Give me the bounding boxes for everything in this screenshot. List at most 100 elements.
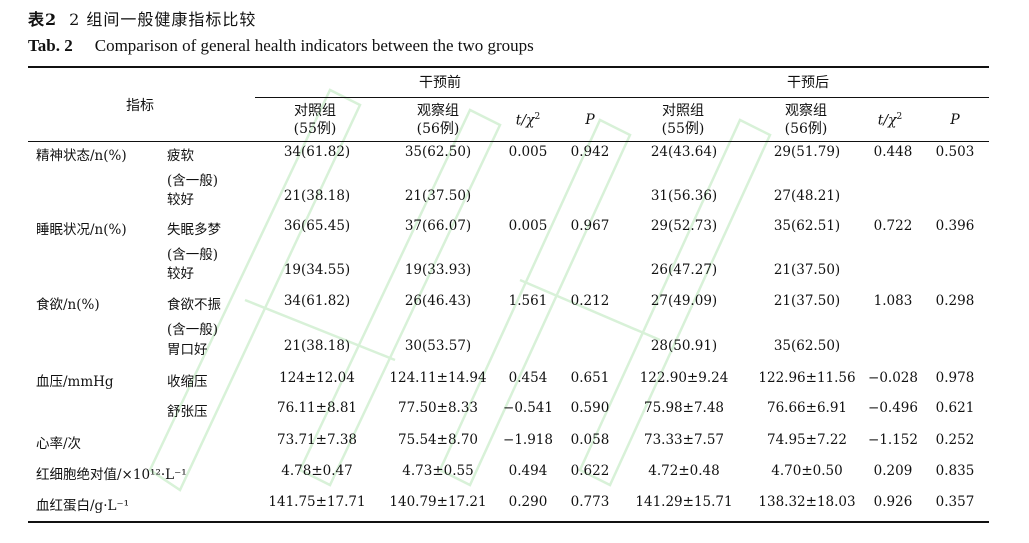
- table-cell-c1: 73.71±7.38: [276, 432, 358, 448]
- table-cell-t2: 1.083: [873, 293, 913, 309]
- table-cell-t2: 0.448: [873, 144, 913, 160]
- header-pre-t-sup: 2: [534, 112, 541, 122]
- table-cell-c2: 24(43.64): [650, 144, 718, 160]
- table-cell-c2: 28(50.91): [650, 338, 718, 354]
- table-cell-o1: 30(53.57): [404, 338, 472, 354]
- table-cell-c2: 75.98±7.48: [643, 400, 725, 416]
- table-cell-t1: −1.918: [503, 432, 553, 448]
- table-cell-ind: 红细胞绝对值/×10¹²·L⁻¹: [36, 467, 187, 483]
- table-cell-o2: 21(37.50): [773, 293, 841, 309]
- table-cell-o1: 77.50±8.33: [397, 400, 479, 416]
- header-pre-t-text: t/χ: [515, 112, 535, 129]
- table-cell-sub: (含一般): [167, 322, 219, 338]
- table-cell-sub: 较好: [167, 266, 194, 282]
- table-cell-t1: 1.561: [508, 293, 548, 309]
- table-cell-sub: 较好: [167, 192, 194, 208]
- top-rule: [28, 66, 989, 68]
- table-cell-c2: 27(49.09): [650, 293, 718, 309]
- table-cell-o1: 19(33.93): [404, 262, 472, 278]
- header-post-p-text: P: [950, 112, 960, 128]
- table-cell-sub: 收缩压: [167, 374, 208, 390]
- table-cell-c2: 4.72±0.48: [648, 463, 720, 479]
- table-cell-o2: 74.95±7.22: [766, 432, 848, 448]
- table-cell-t1: −0.541: [503, 400, 553, 416]
- table-cell-c1: 34(61.82): [283, 144, 351, 160]
- header-post-p: P: [930, 112, 980, 128]
- table-cell-p2: 0.298: [935, 293, 975, 309]
- table-cell-c2: 122.90±9.24: [639, 370, 729, 386]
- table-cell-t2: −0.028: [868, 370, 918, 386]
- table-cell-p2: 0.252: [935, 432, 975, 448]
- header-post: 干预后: [787, 75, 829, 91]
- table-cell-sub: 失眠多梦: [167, 222, 221, 238]
- caption-cn-text: 2 组间一般健康指标比较: [69, 10, 257, 29]
- header-post-control-n: (55例): [661, 121, 705, 137]
- table-cell-o2: 122.96±11.56: [758, 370, 856, 386]
- table-cell-t1: 0.005: [508, 218, 548, 234]
- table-cell-c1: 21(38.18): [283, 338, 351, 354]
- table-cell-c1: 21(38.18): [283, 188, 351, 204]
- table-cell-o1: 26(46.43): [404, 293, 472, 309]
- table-cell-c1: 76.11±8.81: [276, 400, 358, 416]
- table-cell-p1: 0.773: [570, 494, 610, 510]
- table-cell-c1: 36(65.45): [283, 218, 351, 234]
- table-cell-o2: 76.66±6.91: [766, 400, 848, 416]
- table-cell-o2: 27(48.21): [773, 188, 841, 204]
- table-cell-p2: 0.396: [935, 218, 975, 234]
- header-post-t-text: t/χ: [877, 112, 897, 129]
- header-pre-p-text: P: [585, 112, 595, 128]
- table-cell-c1: 141.75±17.71: [268, 494, 366, 510]
- table-cell-sub: (含一般): [167, 247, 219, 263]
- table-cell-p1: 0.967: [570, 218, 610, 234]
- table-cell-t2: 0.209: [873, 463, 913, 479]
- table-cell-p1: 0.590: [570, 400, 610, 416]
- table-cell-t1: 0.005: [508, 144, 548, 160]
- table-cell-c1: 124±12.04: [279, 370, 355, 386]
- table-cell-c1: 4.78±0.47: [281, 463, 353, 479]
- table-cell-o1: 124.11±14.94: [389, 370, 487, 386]
- table-cell-sub: 食欲不振: [167, 297, 221, 313]
- header-post-control-label: 对照组: [662, 103, 704, 119]
- table-cell-p1: 0.942: [570, 144, 610, 160]
- bottom-rule: [28, 521, 989, 523]
- header-indicator: 指标: [126, 98, 154, 114]
- table-cell-ind: 精神状态/n(%): [36, 148, 127, 164]
- table-cell-o2: 138.32±18.03: [758, 494, 856, 510]
- table-cell-o1: 140.79±17.21: [389, 494, 487, 510]
- table-cell-ind: 睡眠状况/n(%): [36, 222, 127, 238]
- header-pre-control-n: (55例): [293, 121, 337, 137]
- header-pre-control-label: 对照组: [294, 103, 336, 119]
- header-pre-observe-label: 观察组: [417, 103, 459, 119]
- table-cell-o2: 29(51.79): [773, 144, 841, 160]
- table-cell-t2: 0.926: [873, 494, 913, 510]
- table-cell-c1: 19(34.55): [283, 262, 351, 278]
- table-cell-p1: 0.058: [570, 432, 610, 448]
- table-cell-c2: 141.29±15.71: [635, 494, 733, 510]
- header-pre-observe-n: (56例): [416, 121, 460, 137]
- table-cell-t2: −0.496: [868, 400, 918, 416]
- header-pre: 干预前: [419, 75, 461, 91]
- table-cell-p1: 0.651: [570, 370, 610, 386]
- table-cell-o2: 35(62.51): [773, 218, 841, 234]
- table-cell-c2: 31(56.36): [650, 188, 718, 204]
- header-pre-observe: 观察组 (56例): [378, 102, 498, 138]
- header-bottom-rule: [28, 141, 989, 142]
- table-cell-t1: 0.290: [508, 494, 548, 510]
- table-cell-sub: 胃口好: [167, 342, 208, 358]
- header-post-t: t/χ2: [860, 112, 920, 129]
- caption-en-text: Comparison of general health indicators …: [94, 36, 534, 55]
- table-cell-sub: 疲软: [167, 148, 194, 164]
- table-cell-ind: 心率/次: [36, 436, 82, 452]
- table-cell-o2: 35(62.50): [773, 338, 841, 354]
- header-pre-t: t/χ2: [500, 112, 556, 129]
- caption-en-label: Tab. 2: [28, 36, 73, 55]
- table-caption-cn: 表2 2 组间一般健康指标比较: [28, 6, 256, 30]
- table-cell-o2: 21(37.50): [773, 262, 841, 278]
- table-cell-t1: 0.454: [508, 370, 548, 386]
- table-cell-o1: 21(37.50): [404, 188, 472, 204]
- caption-cn-label: 表2: [28, 10, 58, 29]
- header-pre-p: P: [565, 112, 615, 128]
- table-cell-o1: 4.73±0.55: [402, 463, 474, 479]
- table-cell-o1: 35(62.50): [404, 144, 472, 160]
